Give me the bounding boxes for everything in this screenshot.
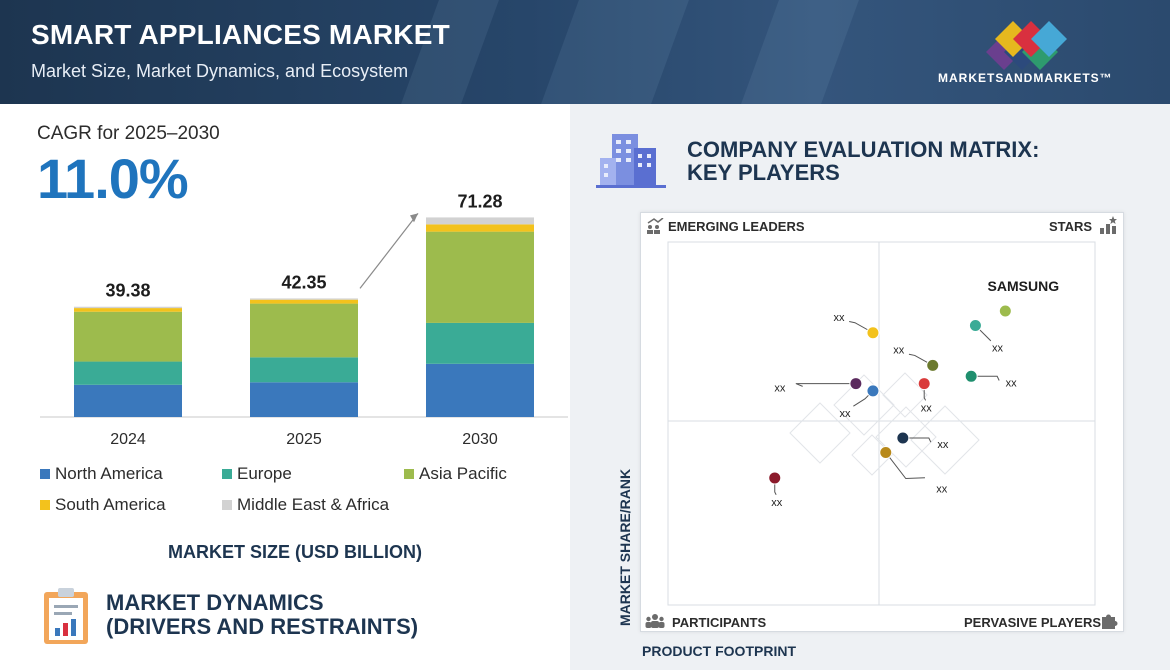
bar-segment-north-america <box>250 382 358 417</box>
quadrant-stars: STARS <box>1049 219 1093 234</box>
market-size-chart: 39.38 2024 42.35 2025 71.28 2030 <box>40 191 568 448</box>
bar-segment-asia-pacific <box>74 311 182 362</box>
brand-logo-icon <box>986 21 1067 70</box>
cagr-value: 11.0% <box>37 147 189 210</box>
legend-item-asia-pacific: Asia Pacific <box>404 464 507 484</box>
growth-arrow-line <box>359 213 419 289</box>
legend-item-middle-east-africa: Middle East & Africa <box>222 495 389 515</box>
legend-item-europe: Europe <box>222 464 292 484</box>
bar-segment-europe <box>74 361 182 385</box>
bar-segment-europe <box>250 357 358 383</box>
bar-segment-south-america <box>426 224 534 232</box>
legend-swatch <box>40 500 50 510</box>
legend-label: North America <box>55 464 163 483</box>
x-tick-label: 2030 <box>462 431 498 448</box>
legend-swatch <box>222 469 232 479</box>
legend-item-south-america: South America <box>40 495 166 515</box>
legend-label: Asia Pacific <box>419 464 507 483</box>
x-axis-label: PRODUCT FOOTPRINT <box>642 643 796 659</box>
bar-segment-south-america <box>250 299 358 304</box>
legend-label: South America <box>55 495 166 514</box>
growth-arrow-head <box>410 213 418 223</box>
market-dynamics-title: MARKET DYNAMICS (DRIVERS AND RESTRAINTS) <box>106 591 418 639</box>
bar-segment-south-america <box>74 308 182 312</box>
brand-logo: MARKETSANDMARKETS™ <box>938 16 1128 88</box>
puzzle-icon <box>1102 614 1118 629</box>
legend-swatch <box>222 500 232 510</box>
legend-label: Middle East & Africa <box>237 495 390 514</box>
bar-segment-middle-east-africa <box>426 217 534 225</box>
growth-people-icon <box>647 218 664 234</box>
legend-swatch <box>404 469 414 479</box>
market-dynamics-line2: (DRIVERS AND RESTRAINTS) <box>106 614 419 639</box>
y-axis-label: MARKET SHARE/RANK <box>617 468 633 626</box>
header-decoration <box>741 0 859 104</box>
bar-segment-middle-east-africa <box>250 298 358 300</box>
bar-segment-asia-pacific <box>250 303 358 358</box>
legend-label: Europe <box>237 464 292 483</box>
x-tick-label: 2025 <box>286 431 322 448</box>
page-title: SMART APPLIANCES MARKET <box>31 19 450 50</box>
bar-segment-middle-east-africa <box>74 306 182 309</box>
legend-item-north-america: North America <box>40 464 163 484</box>
market-size-label: MARKET SIZE (USD BILLION) <box>168 542 422 562</box>
matrix-frame <box>640 212 1124 632</box>
bar-total-label: 42.35 <box>281 272 326 292</box>
header-decoration <box>541 0 689 104</box>
x-tick-label: 2024 <box>110 431 146 448</box>
quadrant-participants: PARTICIPANTS <box>672 615 767 630</box>
brand-logo-text: MARKETSANDMARKETS™ <box>938 71 1113 85</box>
header-banner: SMART APPLIANCES MARKET Market Size, Mar… <box>0 0 1170 104</box>
page-subtitle: Market Size, Market Dynamics, and Ecosys… <box>31 61 409 81</box>
people-group-icon <box>645 614 665 628</box>
bar-segment-asia-pacific <box>426 231 534 323</box>
bar-total-label: 71.28 <box>457 191 502 211</box>
quadrant-emerging-leaders: EMERGING LEADERS <box>668 219 805 234</box>
buildings-icon <box>596 134 666 188</box>
clipboard-chart-icon <box>44 588 88 644</box>
cagr-label: CAGR for 2025–2030 <box>37 123 220 144</box>
bar-segment-europe <box>426 322 534 364</box>
bar-segment-north-america <box>74 384 182 417</box>
header-decoration <box>401 0 499 104</box>
market-dynamics-line1: MARKET DYNAMICS <box>106 590 324 615</box>
bar-total-label: 39.38 <box>105 281 150 301</box>
legend-swatch <box>40 469 50 479</box>
star-bars-icon <box>1100 216 1117 234</box>
bar-segment-north-america <box>426 363 534 417</box>
matrix-title: COMPANY EVALUATION MATRIX: KEY PLAYERS <box>687 137 1040 185</box>
quadrant-pervasive-players: PERVASIVE PLAYERS <box>964 615 1102 630</box>
